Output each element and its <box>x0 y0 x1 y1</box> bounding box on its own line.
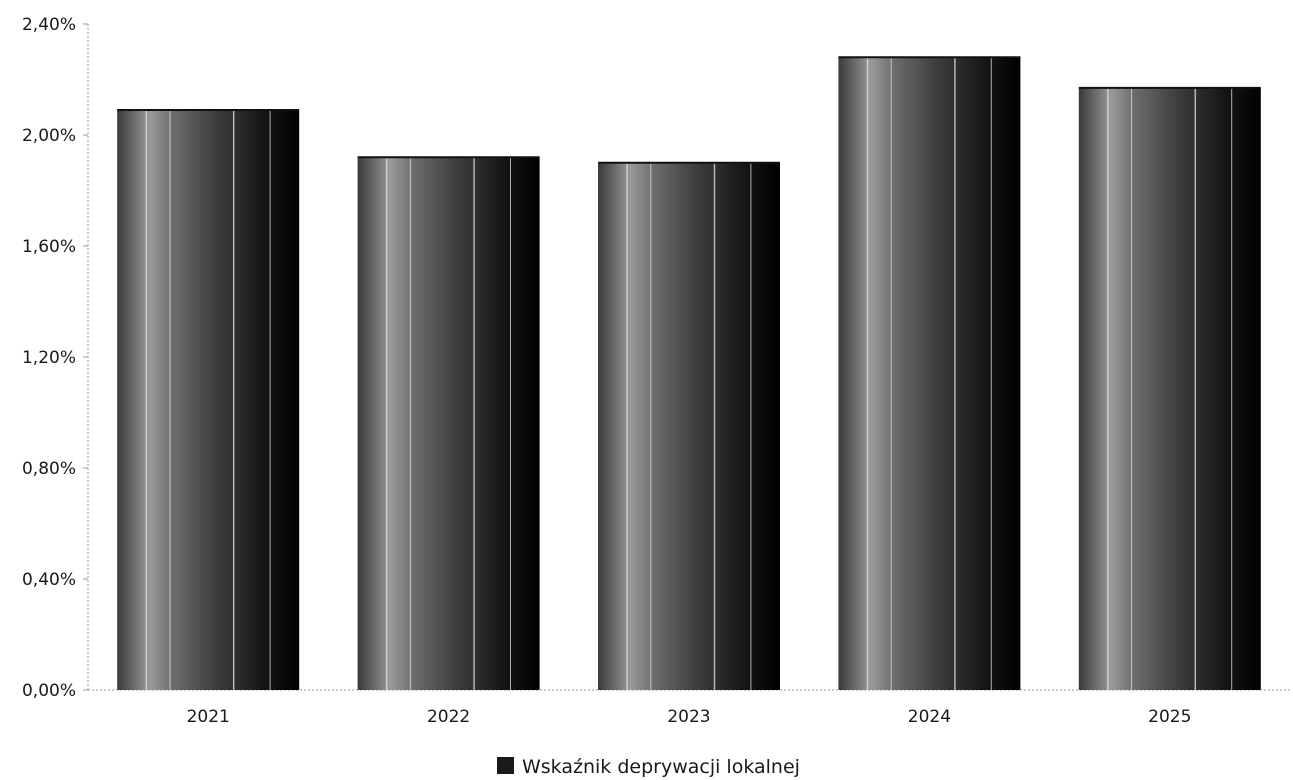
x-tick-label: 2022 <box>427 707 470 727</box>
y-tick-label: 2,40% <box>22 15 76 35</box>
legend: Wskaźnik deprywacji lokalnej <box>497 756 800 778</box>
bar-2024 <box>838 57 1020 690</box>
y-tick-label: 2,00% <box>22 126 76 146</box>
x-tick-label: 2025 <box>1148 707 1191 727</box>
bar <box>358 157 540 690</box>
bar-2025 <box>1079 88 1261 690</box>
bar-2023 <box>598 163 780 690</box>
y-tick-label: 1,60% <box>22 237 76 257</box>
y-tick-label: 1,20% <box>22 348 76 368</box>
legend-label: Wskaźnik deprywacji lokalnej <box>522 756 800 778</box>
legend-swatch <box>497 757 514 774</box>
x-tick-label: 2021 <box>187 707 230 727</box>
y-tick-label: 0,00% <box>22 681 76 701</box>
bar <box>1079 88 1261 690</box>
bars <box>117 57 1261 690</box>
x-tick-label: 2023 <box>667 707 710 727</box>
bar-2021 <box>117 110 299 690</box>
y-tick-label: 0,40% <box>22 570 76 590</box>
y-tick-label: 0,80% <box>22 459 76 479</box>
x-tick-label: 2024 <box>908 707 951 727</box>
bar <box>838 57 1020 690</box>
bar-2022 <box>358 157 540 690</box>
bar <box>598 163 780 690</box>
bar <box>117 110 299 690</box>
